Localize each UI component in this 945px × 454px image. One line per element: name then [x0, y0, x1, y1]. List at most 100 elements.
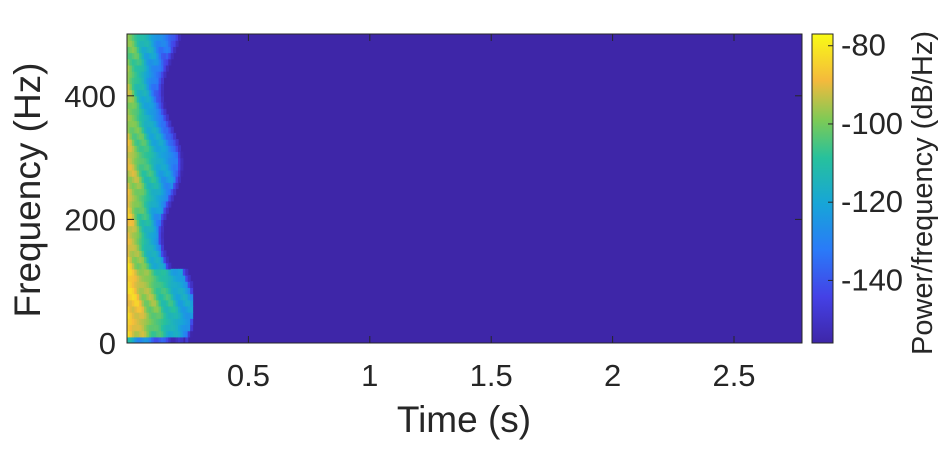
heat-cell: [127, 114, 131, 122]
heat-cell: [151, 268, 155, 276]
heat-cell: [141, 299, 145, 307]
heat-cell: [141, 157, 145, 165]
heat-cell: [151, 194, 155, 202]
heat-cell: [168, 182, 172, 190]
heat-cell: [129, 287, 133, 295]
heat-cell: [151, 219, 155, 227]
heat-cell: [144, 293, 148, 301]
heat-cell: [165, 126, 169, 134]
heat-cell: [144, 231, 148, 239]
heat-cell: [136, 188, 140, 196]
heat-cell: [148, 287, 152, 295]
heat-cell: [144, 275, 148, 282]
heat-cell: [158, 275, 162, 282]
heat-cell: [165, 176, 169, 183]
heat-cell: [170, 163, 174, 171]
heat-cell: [170, 40, 174, 47]
heat-cell: [160, 114, 165, 122]
heat-cell: [134, 95, 138, 103]
heat-cell: [144, 114, 148, 122]
x-axis-label: Time (s): [397, 399, 531, 440]
heat-cell: [187, 305, 191, 313]
heat-cell: [146, 237, 150, 245]
heat-cell: [163, 182, 167, 190]
heat-cell: [180, 169, 184, 177]
heat-cell: [153, 312, 157, 319]
heat-cell: [141, 268, 145, 276]
heat-cell: [170, 52, 174, 60]
heat-cell: [139, 225, 143, 233]
heat-cell: [153, 145, 157, 153]
colorbar: [811, 33, 834, 344]
heat-cell: [158, 176, 162, 183]
heat-cell: [129, 40, 133, 47]
heat-cell: [160, 281, 165, 288]
heat-cell: [168, 120, 172, 128]
heat-cell: [160, 231, 165, 239]
heat-cell: [151, 64, 155, 72]
heat-cell: [141, 336, 145, 343]
heat-cell: [141, 89, 145, 97]
heat-cell: [163, 256, 167, 264]
heat-cell: [170, 293, 174, 301]
heat-cell: [144, 219, 148, 227]
heat-cell: [160, 318, 165, 326]
heat-cell: [141, 312, 145, 319]
heat-cell: [129, 77, 133, 85]
y-tick-label: 0: [99, 326, 116, 361]
heat-cell: [134, 318, 138, 326]
heat-cell: [144, 108, 148, 115]
heat-cell: [144, 299, 148, 307]
heat-cell: [180, 318, 184, 326]
heat-cell: [129, 58, 133, 66]
heat-cell: [141, 237, 145, 245]
heat-cell: [158, 46, 162, 54]
heat-cell: [156, 77, 160, 85]
heat-cell: [173, 145, 177, 153]
heat-cell: [134, 275, 138, 282]
heat-cell: [127, 293, 131, 301]
heat-cell: [139, 89, 143, 97]
heat-cell: [136, 268, 140, 276]
heat-cell: [185, 305, 189, 313]
heat-cell: [173, 336, 177, 343]
heat-cell: [182, 312, 186, 319]
heat-cell: [136, 219, 140, 227]
heat-cell: [148, 305, 152, 313]
heat-cell: [139, 219, 143, 227]
heat-cell: [175, 163, 179, 171]
heat-cell: [127, 305, 131, 313]
heat-cell: [175, 330, 179, 338]
heat-cell: [146, 256, 150, 264]
heat-cell: [177, 299, 182, 307]
heat-cell: [129, 299, 133, 307]
heat-cell: [160, 336, 165, 343]
heat-cell: [160, 71, 165, 78]
heat-cell: [146, 336, 150, 343]
heat-cell: [131, 58, 135, 66]
heat-cell: [136, 157, 140, 165]
heat-cell: [139, 262, 143, 270]
heat-cell: [177, 268, 182, 276]
heat-cell: [146, 157, 150, 165]
heat-cell: [139, 318, 143, 326]
heat-cell: [168, 330, 172, 338]
heat-cell: [148, 200, 152, 208]
heat-cell: [165, 305, 169, 313]
heat-cell: [163, 101, 167, 109]
heat-cell: [136, 312, 140, 319]
heat-cell: [158, 157, 162, 165]
heat-cell: [141, 58, 145, 66]
heat-cell: [148, 108, 152, 115]
heat-cell: [134, 58, 138, 66]
heat-cell: [175, 287, 179, 295]
heat-cell: [170, 318, 174, 326]
heat-cell: [185, 281, 189, 288]
heat-cell: [129, 231, 133, 239]
heat-cell: [134, 200, 138, 208]
heat-cell: [129, 268, 133, 276]
heat-cell: [168, 324, 172, 332]
heat-cell: [146, 268, 150, 276]
heat-cell: [160, 52, 165, 60]
